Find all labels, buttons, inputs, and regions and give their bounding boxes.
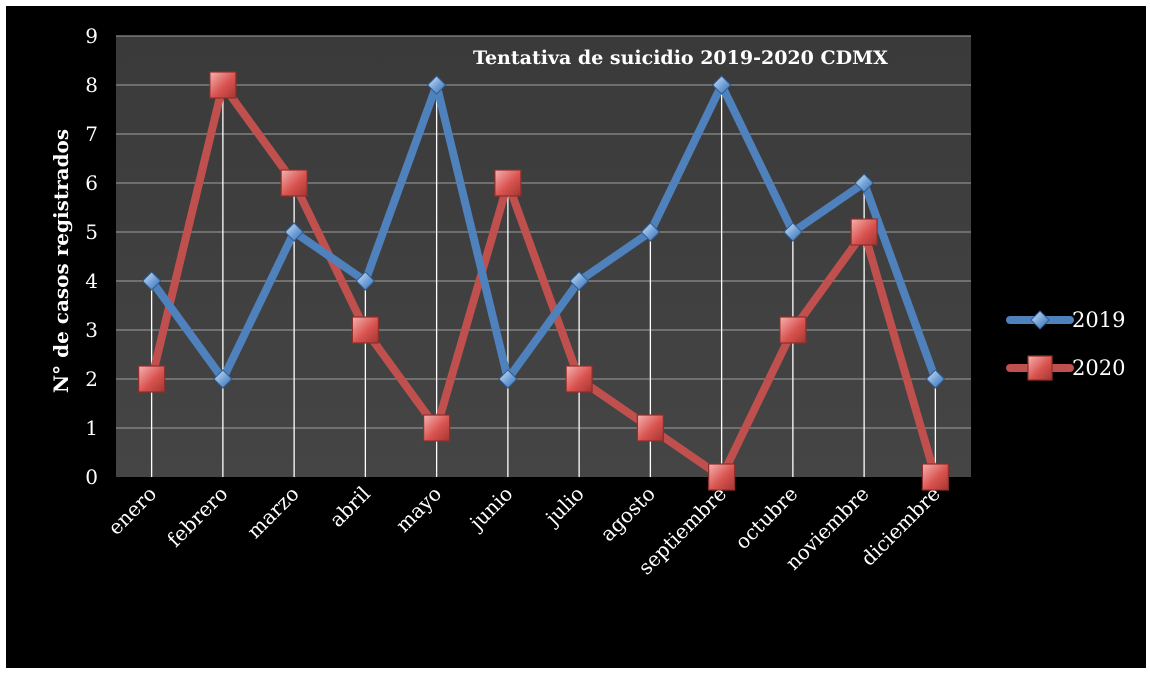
data-point (351, 316, 379, 344)
legend: 2019 2020 (1006, 308, 1125, 381)
y-axis-label: N° de casos registrados (49, 129, 73, 393)
data-point (494, 169, 522, 197)
x-tick-label: abril (325, 482, 375, 532)
chart-title: Tentativa de suicidio 2019-2020 CDMX (473, 47, 888, 69)
x-tick-label: marzo (242, 482, 304, 544)
series-layer (138, 71, 949, 491)
data-point (423, 414, 451, 442)
data-point (209, 71, 237, 99)
data-point (138, 365, 166, 393)
y-tick-label: 4 (85, 269, 98, 293)
data-point (280, 169, 308, 197)
data-point (779, 316, 807, 344)
data-point (141, 271, 162, 291)
data-point (355, 271, 376, 291)
data-point (708, 463, 736, 491)
legend-label: 2020 (1072, 356, 1125, 380)
data-point (783, 222, 803, 242)
data-point (284, 222, 304, 242)
x-tick-label: enero (103, 482, 161, 540)
y-tick-label: 5 (85, 220, 98, 244)
data-point (213, 369, 233, 389)
x-axis: enero febrero marzo abril mayo junio julio agos… (103, 482, 945, 580)
x-tick-label: febrero (162, 482, 232, 552)
data-point (711, 75, 732, 95)
data-point (565, 365, 593, 393)
data-point (854, 173, 874, 193)
data-point (640, 222, 661, 242)
x-tick-label: julio (539, 482, 588, 531)
x-tick-label: mayo (391, 482, 446, 537)
y-tick-label: 1 (85, 416, 98, 440)
chart-area: 0 1 2 3 4 5 6 7 8 9 enero febrero marzo abril mayo jun… (6, 6, 1146, 668)
x-tick-label: agosto (595, 482, 659, 546)
markers-2020 (138, 71, 949, 491)
series-line (147, 81, 940, 383)
x-tick-label: junio (463, 482, 517, 536)
legend-marker (1030, 310, 1050, 330)
y-axis: 0 1 2 3 4 5 6 7 8 9 (85, 24, 98, 489)
series-line (147, 81, 940, 481)
markers-2019 (141, 75, 946, 389)
series-2019 (147, 81, 940, 383)
data-point (925, 369, 946, 389)
series-2020 (147, 81, 940, 481)
data-point (850, 218, 878, 246)
data-point (921, 463, 949, 491)
legend-marker (1027, 355, 1053, 381)
y-tick-label: 8 (85, 73, 98, 97)
legend-entry: 2020 (1006, 355, 1125, 381)
data-point (498, 369, 518, 389)
y-tick-label: 7 (85, 122, 98, 146)
data-point (569, 271, 589, 291)
legend-label: 2019 (1072, 308, 1125, 332)
data-point (426, 75, 447, 95)
data-point (636, 414, 664, 442)
line-chart: 0 1 2 3 4 5 6 7 8 9 enero febrero marzo abril mayo jun… (49, 24, 1125, 580)
x-tick-label: octubre (730, 482, 802, 554)
y-tick-label: 6 (85, 171, 98, 195)
plot-area (116, 36, 971, 477)
y-tick-label: 3 (85, 318, 98, 342)
y-tick-label: 9 (85, 24, 98, 48)
legend-entry: 2019 (1006, 308, 1125, 332)
y-tick-label: 2 (85, 367, 98, 391)
y-tick-label: 0 (85, 465, 98, 489)
